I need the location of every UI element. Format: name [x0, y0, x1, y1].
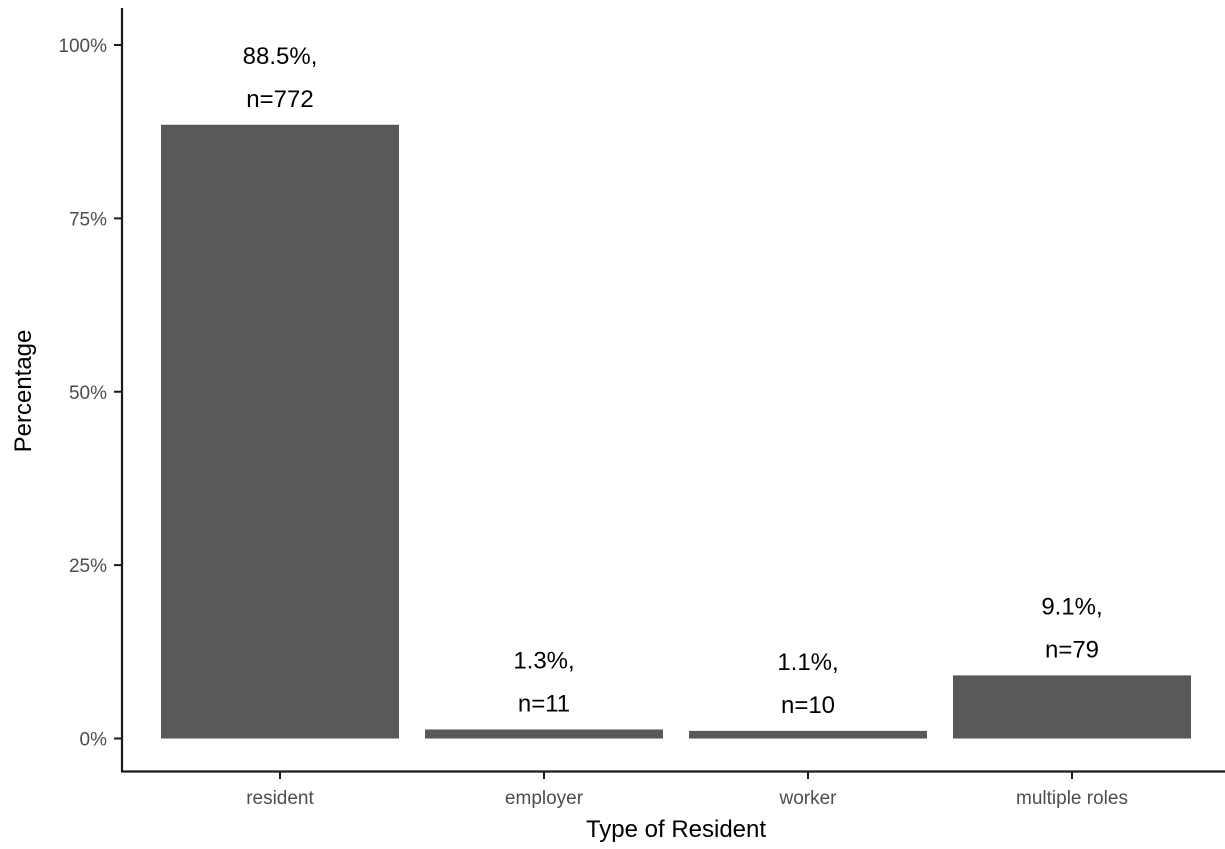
- bar-worker: [689, 730, 927, 739]
- data-label-worker-line-1: 1.1%,: [777, 649, 838, 676]
- x-tick-label-resident: resident: [246, 788, 314, 809]
- x-ticks-layer: resident employer worker multiple roles: [246, 772, 1128, 809]
- bar-resident: [161, 124, 399, 739]
- y-tick-label-50: 50%: [69, 383, 107, 404]
- y-tick-label-25: 25%: [69, 556, 107, 577]
- data-label-resident-line-2: n=772: [246, 86, 313, 113]
- bar-multiple-roles: [953, 675, 1191, 739]
- bar-employer: [425, 729, 663, 739]
- bars-layer: [161, 124, 1191, 739]
- x-tick-label-multiple-roles: multiple roles: [1016, 788, 1128, 809]
- data-label-multiple-roles-line-1: 9.1%,: [1041, 593, 1102, 620]
- data-label-multiple-roles-line-2: n=79: [1045, 636, 1099, 663]
- axes-layer: [120, 8, 1225, 773]
- y-tick-label-75: 75%: [69, 209, 107, 230]
- data-label-resident-line-1: 88.5%,: [243, 43, 318, 70]
- y-axis-title: Percentage: [10, 330, 37, 453]
- y-tick-label-0: 0%: [80, 730, 108, 751]
- y-tick-label-100: 100%: [58, 36, 107, 57]
- data-label-worker-line-2: n=10: [781, 692, 835, 719]
- data-label-employer-line-1: 1.3%,: [513, 647, 574, 674]
- y-ticks-layer: 0% 25% 50% 75% 100%: [58, 36, 121, 751]
- x-tick-label-worker: worker: [778, 788, 837, 809]
- x-tick-label-employer: employer: [505, 788, 584, 809]
- x-axis-title: Type of Resident: [586, 816, 766, 843]
- data-label-employer-line-2: n=11: [518, 690, 570, 717]
- data-labels-layer: 88.5%, n=772 1.3%, n=11 1.1%, n=10 9.1%, n=79: [243, 43, 1103, 719]
